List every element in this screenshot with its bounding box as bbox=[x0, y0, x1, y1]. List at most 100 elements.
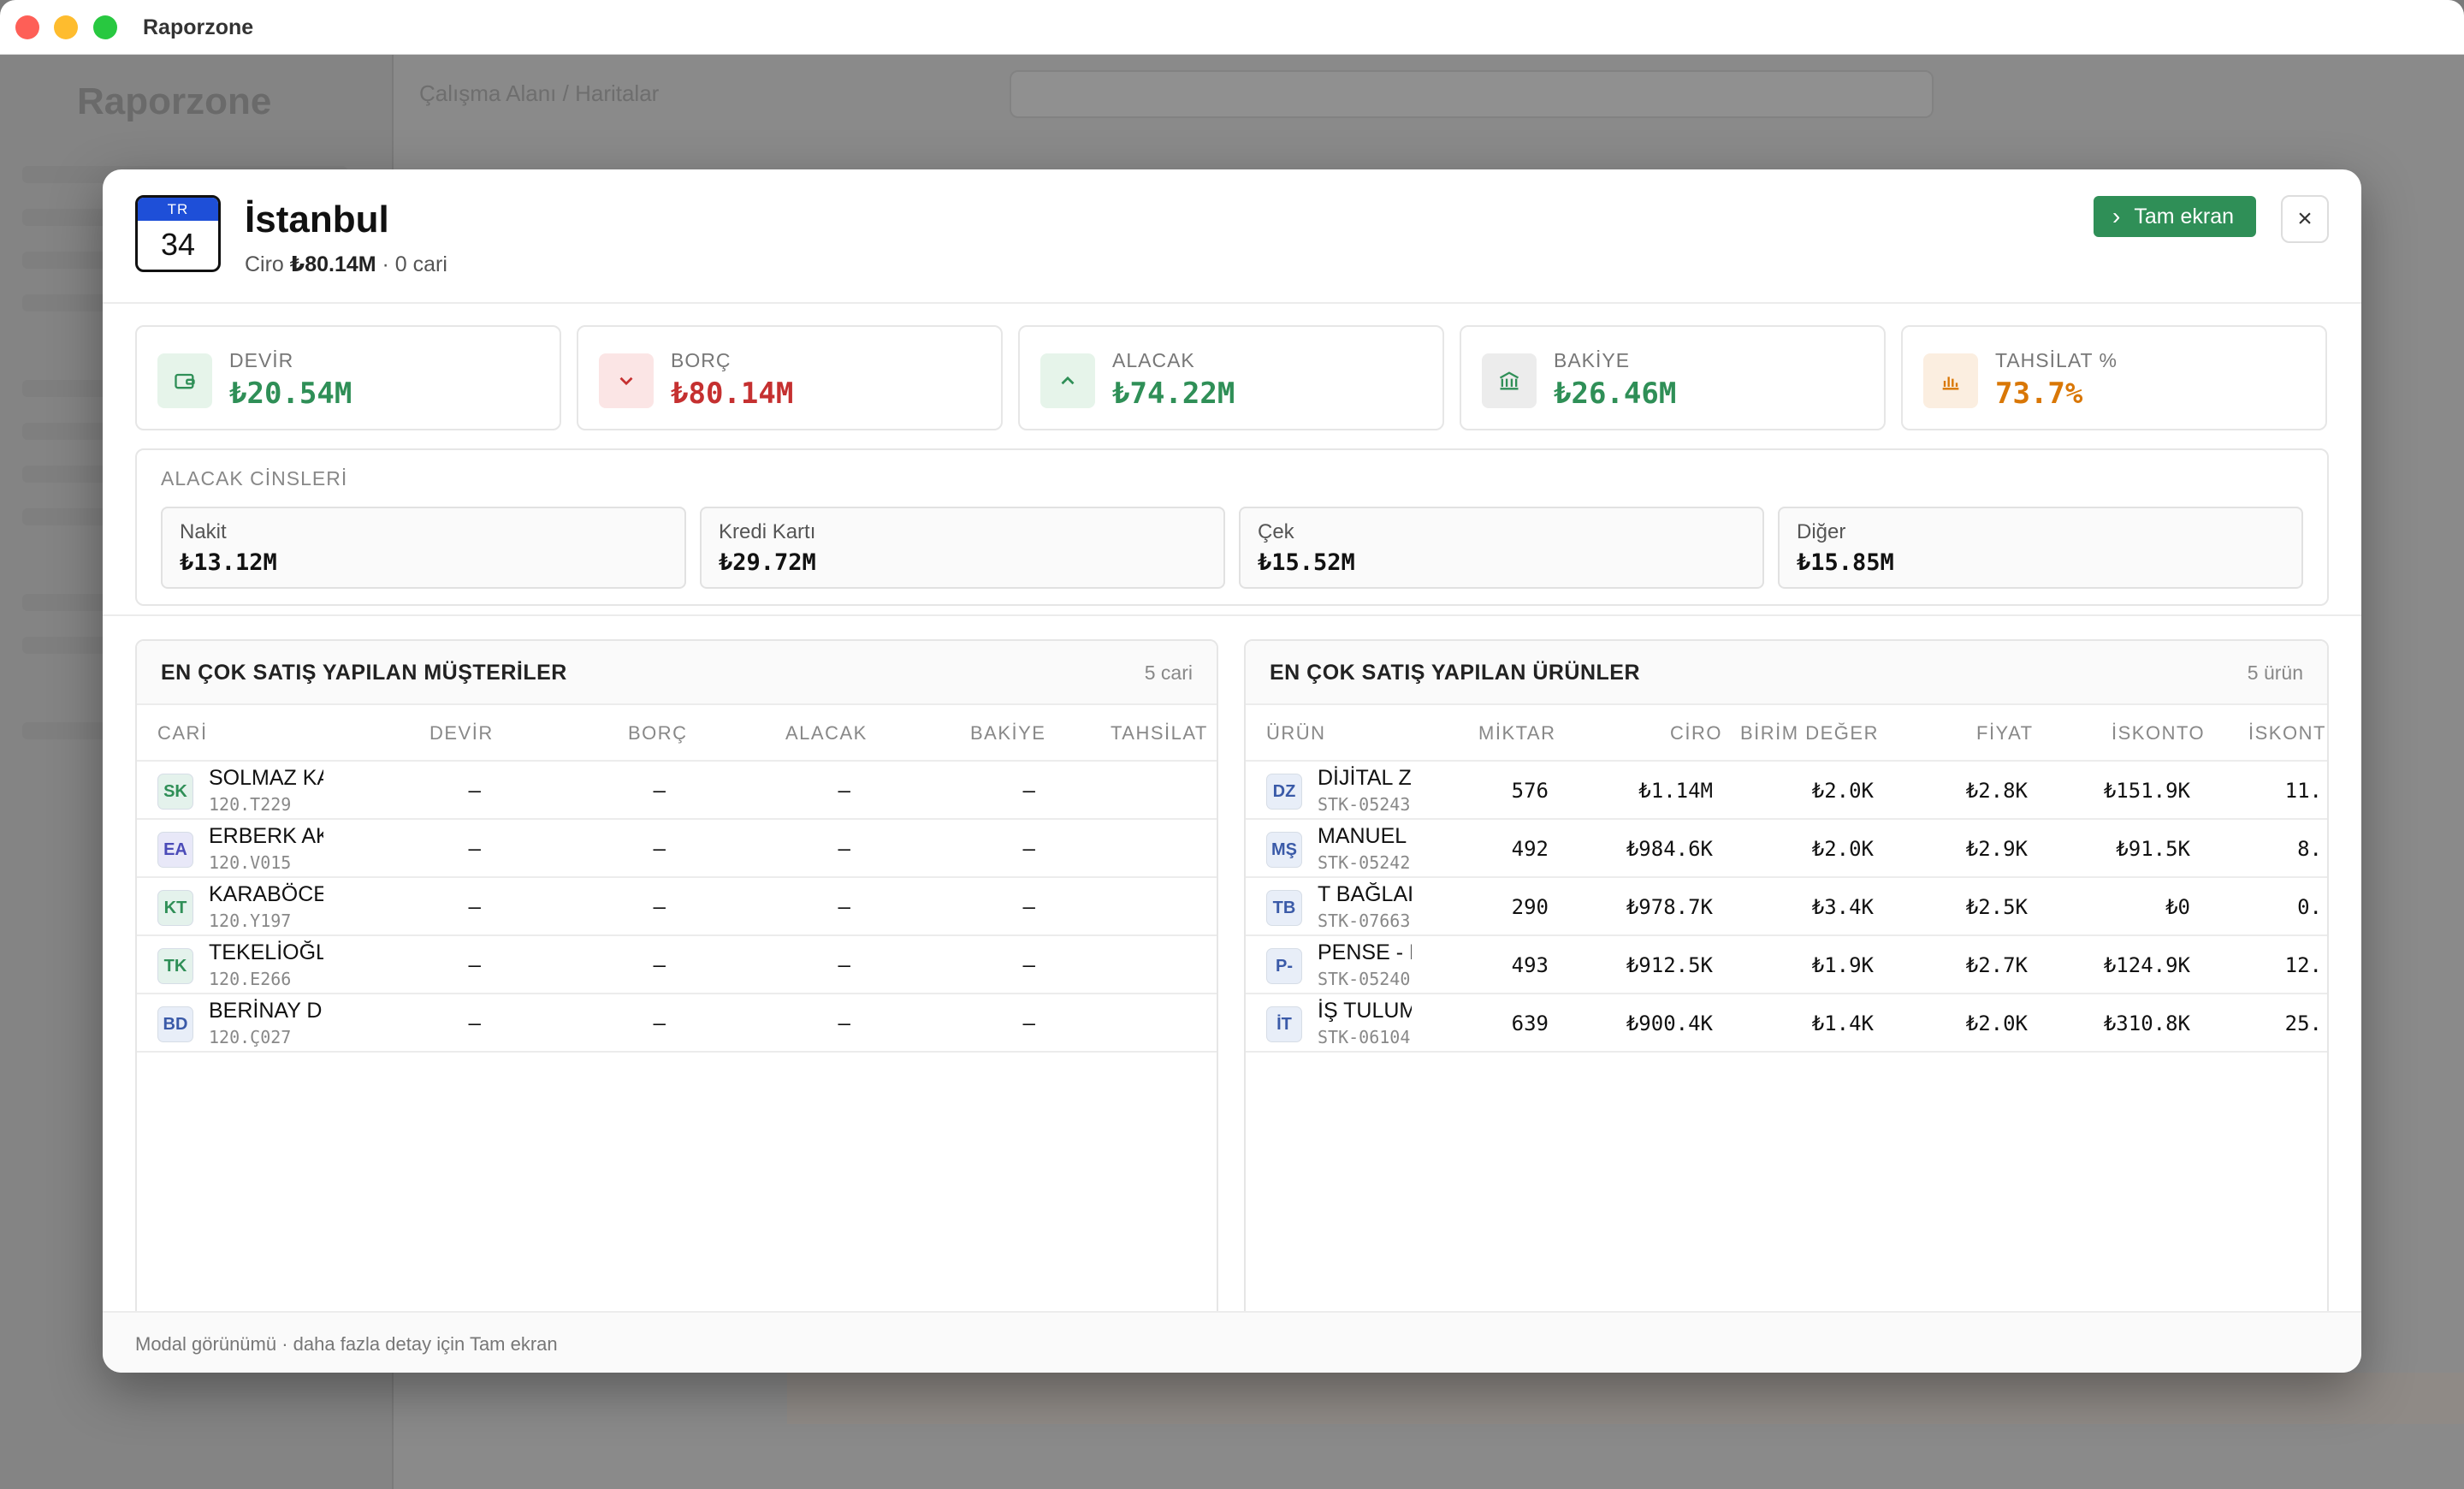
cell-fiyat: ₺2.5K bbox=[1965, 895, 2028, 919]
type-name: Kredi Kartı bbox=[719, 520, 816, 543]
cell-iskonto: ₺124.9K bbox=[2103, 953, 2190, 977]
col-tahsilat[interactable]: TAHSİLAT bbox=[1111, 722, 1208, 744]
city-subtitle: Ciro ₺80.14M · 0 cari bbox=[245, 252, 447, 276]
panel-count: 5 ürün bbox=[2247, 661, 2303, 684]
city-title: İstanbul bbox=[245, 199, 389, 240]
window-titlebar: Raporzone bbox=[0, 0, 2464, 55]
cell-iskonto: ₺0 bbox=[2165, 895, 2190, 919]
customer-code: 120.Y197 bbox=[209, 911, 292, 931]
receivable-type-card: Nakit ₺13.12M bbox=[161, 507, 686, 589]
col-cari[interactable]: CARİ bbox=[157, 722, 208, 744]
type-value: ₺13.12M bbox=[180, 549, 277, 576]
close-window-button[interactable] bbox=[15, 15, 39, 39]
cell-bakiye: — bbox=[1022, 1011, 1035, 1035]
table-row[interactable]: BD BERİNAY DU 120.Ç027 — — — — bbox=[137, 994, 1217, 1053]
stat-value: ₺74.22M bbox=[1112, 377, 1235, 411]
cell-birim: ₺2.0K bbox=[1811, 837, 1874, 861]
cell-fiyat: ₺2.8K bbox=[1965, 779, 2028, 803]
avatar: TK bbox=[157, 948, 193, 984]
col-devir[interactable]: DEVİR bbox=[429, 722, 494, 744]
col-fiyat[interactable]: FİYAT bbox=[1976, 722, 2034, 744]
fullscreen-button[interactable]: › Tam ekran bbox=[2094, 196, 2256, 237]
cell-iskonto: ₺91.5K bbox=[2116, 837, 2190, 861]
col-miktar[interactable]: MİKTAR bbox=[1478, 722, 1556, 744]
cell-birim: ₺3.4K bbox=[1811, 895, 1874, 919]
stat-card-devir: DEVİR ₺20.54M bbox=[135, 325, 561, 430]
customer-name: TEKELİOĞL bbox=[209, 940, 323, 964]
customer-code: 120.Ç027 bbox=[209, 1027, 292, 1047]
cell-miktar: 493 bbox=[1511, 953, 1549, 977]
customer-name: BERİNAY DU bbox=[209, 999, 323, 1023]
customer-name: SOLMAZ KA bbox=[209, 766, 323, 790]
panel-header: EN ÇOK SATIŞ YAPILAN MÜŞTERİLER 5 cari bbox=[137, 641, 1217, 705]
city-detail-modal: TR 34 İstanbul Ciro ₺80.14M · 0 cari › T… bbox=[103, 169, 2361, 1373]
cell-ciro: ₺900.4K bbox=[1626, 1011, 1713, 1035]
product-name: DİJİTAL Z bbox=[1318, 766, 1412, 790]
table-header: CARİ DEVİR BORÇ ALACAK BAKİYE TAHSİLAT bbox=[137, 705, 1217, 762]
receivable-type-card: Kredi Kartı ₺29.72M bbox=[700, 507, 1225, 589]
stat-value: ₺80.14M bbox=[671, 377, 794, 411]
col-urun[interactable]: ÜRÜN bbox=[1266, 722, 1326, 744]
cell-fiyat: ₺2.0K bbox=[1965, 1011, 2028, 1035]
stat-label: BAKİYE bbox=[1554, 349, 1631, 371]
stat-card-bakiye: BAKİYE ₺26.46M bbox=[1460, 325, 1886, 430]
chevron-right-icon: › bbox=[2112, 203, 2121, 229]
close-modal-button[interactable]: × bbox=[2281, 195, 2329, 243]
table-row[interactable]: İT İŞ TULUM STK-06104 639 ₺900.4K ₺1.4K ₺2.0K ₺… bbox=[1246, 994, 2327, 1053]
col-iskonto[interactable]: İSKONTO bbox=[2112, 722, 2206, 744]
plate-country: TR bbox=[138, 198, 218, 221]
col-bakiye[interactable]: BAKİYE bbox=[970, 722, 1046, 744]
col-ciro[interactable]: CİRO bbox=[1670, 722, 1722, 744]
col-alacak[interactable]: ALACAK bbox=[785, 722, 868, 744]
chevron-up-icon bbox=[1040, 353, 1095, 408]
table-header: ÜRÜN MİKTAR CİRO BİRİM DEĞER FİYAT İSKON… bbox=[1246, 705, 2327, 762]
minimize-window-button[interactable] bbox=[54, 15, 78, 39]
cell-alacak: — bbox=[838, 953, 850, 977]
col-birim-deger[interactable]: BİRİM DEĞER bbox=[1740, 722, 1879, 744]
type-value: ₺29.72M bbox=[719, 549, 816, 576]
bar-chart-icon bbox=[1923, 353, 1978, 408]
avatar: İT bbox=[1266, 1006, 1302, 1042]
avatar: TB bbox=[1266, 890, 1302, 926]
product-name: T BAĞLAI bbox=[1318, 882, 1412, 906]
chevron-down-icon bbox=[599, 353, 654, 408]
cell-borc: — bbox=[653, 953, 666, 977]
cell-bakiye: — bbox=[1022, 953, 1035, 977]
stat-value: ₺26.46M bbox=[1554, 377, 1677, 411]
divider bbox=[103, 614, 2361, 616]
type-name: Nakit bbox=[180, 520, 227, 543]
avatar: P- bbox=[1266, 948, 1302, 984]
product-name: İŞ TULUM bbox=[1318, 999, 1412, 1023]
cell-fiyat: ₺2.7K bbox=[1965, 953, 2028, 977]
avatar: KT bbox=[157, 890, 193, 926]
table-row[interactable]: TB T BAĞLAI STK-07663 290 ₺978.7K ₺3.4K ₺2.5K ₺… bbox=[1246, 878, 2327, 936]
panel-title: EN ÇOK SATIŞ YAPILAN MÜŞTERİLER bbox=[161, 661, 567, 685]
stat-value: ₺20.54M bbox=[229, 377, 352, 411]
table-row[interactable]: SK SOLMAZ KA 120.T229 — — — — bbox=[137, 762, 1217, 820]
cell-borc: — bbox=[653, 779, 666, 803]
background-bar bbox=[787, 1373, 2464, 1424]
top-customers-panel: EN ÇOK SATIŞ YAPILAN MÜŞTERİLER 5 cari C… bbox=[135, 639, 1218, 1373]
table-row[interactable]: EA ERBERK AK 120.V015 — — — — bbox=[137, 820, 1217, 878]
cell-miktar: 290 bbox=[1511, 895, 1549, 919]
zoom-window-button[interactable] bbox=[93, 15, 117, 39]
table-row[interactable]: KT KARABÖCE 120.Y197 — — — — bbox=[137, 878, 1217, 936]
cell-borc: — bbox=[653, 1011, 666, 1035]
cell-miktar: 492 bbox=[1511, 837, 1549, 861]
table-row[interactable]: DZ DİJİTAL Z STK-05243 576 ₺1.14M ₺2.0K ₺2.8K ₺… bbox=[1246, 762, 2327, 820]
table-row[interactable]: MŞ MANUEL STK-05242 492 ₺984.6K ₺2.0K ₺2.9K ₺91… bbox=[1246, 820, 2327, 878]
col-borc[interactable]: BORÇ bbox=[628, 722, 688, 744]
table-row[interactable]: P- PENSE - I STK-05240 493 ₺912.5K ₺1.9K ₺2.7K… bbox=[1246, 936, 2327, 994]
cell-miktar: 639 bbox=[1511, 1011, 1549, 1035]
cell-borc: — bbox=[653, 895, 666, 919]
customer-code: 120.T229 bbox=[209, 794, 292, 815]
cell-alacak: — bbox=[838, 779, 850, 803]
cell-devir: — bbox=[468, 953, 481, 977]
app-brand: Raporzone bbox=[77, 80, 272, 122]
table-row[interactable]: TK TEKELİOĞL 120.E266 — — — — bbox=[137, 936, 1217, 994]
product-name: MANUEL bbox=[1318, 824, 1407, 848]
cell-fiyat: ₺2.9K bbox=[1965, 837, 2028, 861]
cell-miktar: 576 bbox=[1511, 779, 1549, 803]
receivable-types-section: ALACAK CİNSLERİ Nakit ₺13.12M Kredi Kart… bbox=[135, 448, 2329, 606]
col-iskonto-pct[interactable]: İSKONT bbox=[2248, 722, 2326, 744]
